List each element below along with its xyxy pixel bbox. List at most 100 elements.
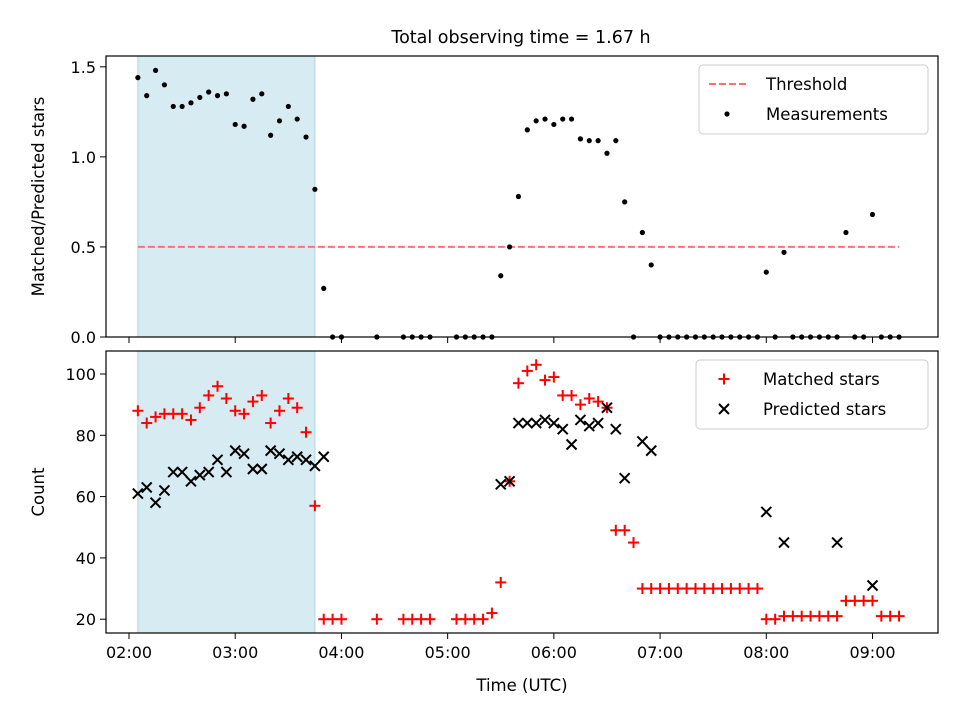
matched-point [486, 607, 498, 619]
matched-point [512, 377, 524, 389]
panel-2: 20 40 60 80 100 02:00 03:00 04:00 05:00 06:00 07:0… [29, 350, 939, 695]
predicted-point [831, 536, 843, 549]
matched-point [371, 613, 383, 625]
matched-point [769, 613, 781, 625]
measurement-point [781, 249, 787, 255]
legend: Threshold Measurements [698, 64, 929, 135]
predicted-point [866, 579, 879, 592]
matched-point [893, 610, 905, 622]
matched-point [592, 396, 604, 408]
matched-point [291, 402, 303, 414]
measurement-point [232, 121, 238, 128]
chart-title: Total observing time = 1.67 h [390, 28, 650, 48]
measurement-point [639, 229, 645, 236]
matched-point [867, 595, 879, 607]
matched-point [273, 405, 285, 417]
predicted-point [778, 536, 790, 549]
y-tick-label: 1.5 [71, 58, 96, 77]
measurement-point [152, 67, 159, 74]
predicted-point [636, 435, 649, 448]
matched-point [583, 393, 595, 405]
predicted-point [273, 447, 286, 460]
predicted-point [194, 469, 206, 481]
y-tick-label: 20 [76, 610, 96, 629]
predicted-point [618, 472, 631, 484]
matched-point [477, 613, 489, 625]
x-tick-label: 09:00 [849, 643, 895, 662]
measurement-point [170, 103, 176, 110]
measurement-point [604, 150, 610, 156]
shaded-span [137, 55, 316, 338]
measurement-point [135, 75, 141, 81]
y-tick-label: 100 [65, 365, 96, 384]
measurement-point [161, 82, 168, 88]
legend-box [698, 64, 929, 135]
matched-point [530, 359, 542, 371]
matched-point [495, 576, 507, 588]
series-predicted-stars [132, 401, 879, 592]
predicted-point [282, 454, 295, 466]
matched-point [150, 411, 162, 423]
matched-point [141, 417, 153, 429]
axes-frame [105, 55, 939, 338]
measurement-point [498, 273, 504, 279]
matched-point [176, 408, 188, 420]
legend-label: Predicted stars [763, 400, 886, 419]
predicted-point [318, 451, 330, 463]
predicted-point [645, 444, 657, 457]
measurement-point [586, 138, 592, 144]
matched-point [521, 365, 533, 377]
legend-measurement-marker [724, 111, 730, 117]
predicted-point [565, 438, 578, 451]
predicted-point [539, 414, 551, 426]
legend: Matched stars Predicted stars [695, 359, 929, 430]
predicted-point [574, 414, 587, 426]
matched-point [194, 402, 206, 414]
predicted-point [167, 466, 179, 478]
measurement-point [613, 138, 619, 144]
measurement-point [551, 121, 557, 128]
matched-point [132, 405, 144, 417]
matched-point [335, 613, 347, 625]
x-tick-label: 05:00 [425, 643, 471, 662]
x-tick-label: 07:00 [637, 643, 683, 662]
measurement-point [595, 138, 601, 144]
measurement-point [568, 116, 575, 122]
matched-point [203, 389, 215, 401]
matched-point [256, 389, 268, 401]
measurement-point [250, 96, 256, 102]
measurement-point [577, 136, 584, 142]
predicted-point [503, 475, 516, 487]
matched-point [424, 613, 436, 625]
predicted-point [583, 420, 595, 432]
x-tick-label: 02:00 [106, 643, 152, 662]
y-tick-label: 40 [76, 549, 96, 568]
matched-point [566, 389, 578, 401]
predicted-point [557, 423, 569, 435]
matched-point [539, 374, 551, 386]
x-tick-label: 03:00 [212, 643, 258, 662]
measurement-point [179, 103, 185, 110]
measurement-point [321, 285, 327, 291]
predicted-point [548, 417, 560, 429]
measurement-point [542, 116, 548, 122]
y-tick-label: 1.0 [71, 148, 96, 167]
y-tick-label: 0.0 [71, 328, 96, 347]
predicted-point [300, 454, 312, 466]
y-tick-label: 60 [76, 488, 96, 507]
axes-frame [105, 350, 939, 634]
measurement-point [869, 211, 876, 218]
legend-predicted-marker [718, 403, 730, 415]
predicted-point [601, 401, 613, 414]
measurement-point [144, 93, 150, 99]
predicted-point [211, 454, 224, 466]
predicted-point [592, 417, 604, 429]
measurement-point [843, 229, 849, 236]
legend-label: Threshold [765, 75, 847, 94]
predicted-point [530, 417, 542, 429]
measurement-point [763, 269, 769, 275]
matched-point [619, 524, 631, 536]
x-axis-label: Time (UTC) [475, 676, 567, 695]
measurement-point [622, 199, 628, 205]
measurement-point [648, 262, 654, 268]
